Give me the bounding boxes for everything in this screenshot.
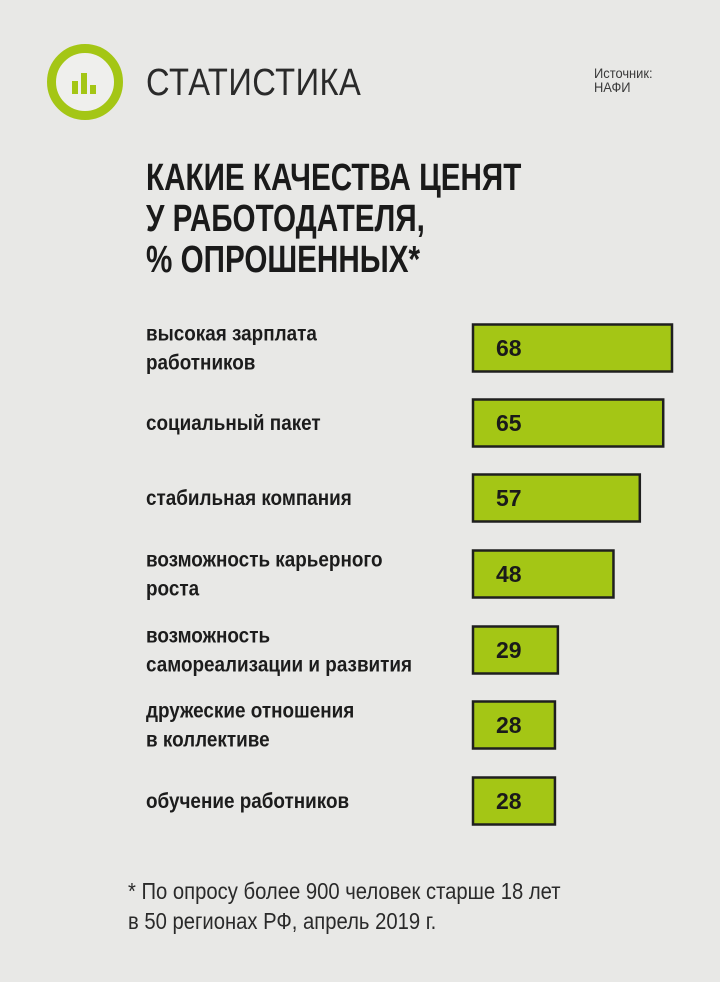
source-name: НАФИ	[594, 79, 631, 95]
footnote-line-2: в 50 регионах РФ, апрель 2019 г.	[128, 908, 437, 934]
bar	[471, 323, 674, 373]
category-label: работников	[146, 352, 255, 375]
category-label: в коллективе	[146, 729, 270, 752]
chart-title-line-2: У РАБОТОДАТЕЛЯ,	[146, 198, 425, 240]
chart-title: КАКИЕ КАЧЕСТВА ЦЕНЯТ У РАБОТОДАТЕЛЯ, % О…	[146, 158, 521, 281]
bar-row: 68 высокая зарплата работников	[146, 323, 674, 375]
bar	[471, 625, 560, 675]
bar-row: 28 дружеские отношения в коллективе	[146, 700, 557, 752]
bar	[471, 549, 615, 599]
bar-chart-icon	[72, 73, 96, 94]
chart-title-line-1: КАКИЕ КАЧЕСТВА ЦЕНЯТ	[146, 157, 522, 199]
bar	[471, 473, 642, 523]
category-label: стабильная компания	[146, 487, 352, 510]
source-label: Источник:	[594, 65, 653, 81]
bar	[471, 776, 557, 826]
category-label: возможность карьерного	[146, 549, 383, 572]
category-label: возможность	[146, 625, 270, 648]
bar	[471, 700, 557, 750]
footnote: * По опросу более 900 человек старше 18 …	[128, 876, 561, 936]
chart-title-line-3: % ОПРОШЕННЫХ*	[146, 239, 421, 281]
bar-value-label: 57	[496, 485, 522, 511]
bar-value-label: 48	[496, 561, 522, 587]
bar-value-label: 28	[496, 712, 522, 738]
bar-row: 57 стабильная компания	[146, 473, 642, 523]
footnote-line-1: * По опросу более 900 человек старше 18 …	[128, 878, 561, 904]
bar	[471, 398, 665, 448]
bar-chart: 68 высокая зарплата работников 65 социальный…	[146, 323, 674, 826]
category-label: высокая зарплата	[146, 323, 318, 346]
category-label: роста	[146, 578, 200, 601]
category-label: самореализации и развития	[146, 654, 412, 677]
bar-row: 65 социальный пакет	[146, 398, 665, 448]
bar-value-label: 65	[496, 410, 522, 436]
statistics-logo	[47, 44, 123, 120]
bar-row: 29 возможность самореализации и развития	[146, 625, 560, 677]
bar-row: 48 возможность карьерного роста	[146, 549, 615, 601]
category-label: социальный пакет	[146, 412, 321, 435]
bar-value-label: 28	[496, 788, 522, 814]
bar-value-label: 29	[496, 637, 522, 663]
source-note: Источник: НАФИ	[594, 66, 653, 94]
category-label: обучение работников	[146, 790, 349, 813]
category-label: дружеские отношения	[146, 700, 354, 723]
bar-row: 28 обучение работников	[146, 776, 557, 826]
section-title: СТАТИСТИКА	[146, 62, 362, 104]
bar-value-label: 68	[496, 335, 522, 361]
